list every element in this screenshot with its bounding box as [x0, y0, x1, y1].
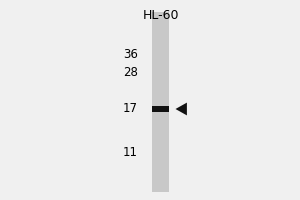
Text: 36: 36 — [123, 47, 138, 60]
Text: 17: 17 — [123, 102, 138, 116]
Polygon shape — [176, 103, 187, 115]
Bar — [152, 12, 169, 192]
Text: 11: 11 — [123, 146, 138, 160]
Text: 28: 28 — [123, 66, 138, 79]
Text: HL-60: HL-60 — [142, 9, 179, 22]
Bar — [152, 106, 169, 112]
